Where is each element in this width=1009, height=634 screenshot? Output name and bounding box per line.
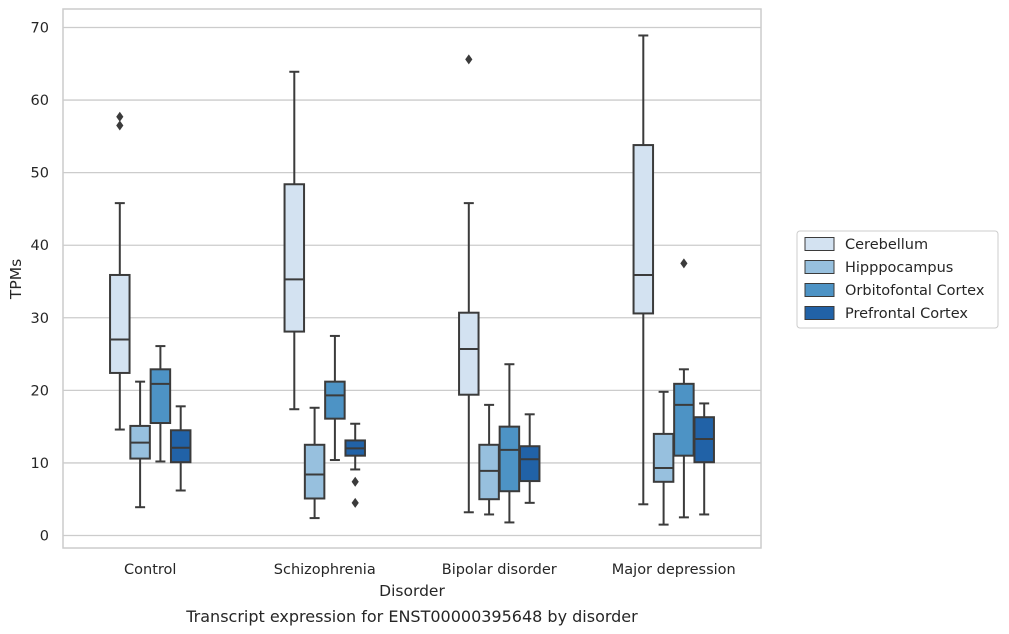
legend-swatch [804, 260, 835, 274]
x-tick-label: Control [124, 562, 176, 578]
y-tick-label-0: 0 [40, 529, 49, 545]
y-tick-label-40: 40 [31, 238, 49, 254]
legend-label: Orbitofontal Cortex [845, 283, 985, 299]
box-iqr [673, 382, 695, 457]
y-tick-label-30: 30 [31, 311, 49, 327]
legend-frame [796, 230, 999, 329]
x-tick-label: Bipolar disorder [442, 562, 557, 578]
box-orbitofontal-cortex [324, 334, 346, 462]
box-iqr [458, 311, 480, 396]
box-prefrontal-cortex [693, 402, 715, 516]
x-axis-title: Disorder [379, 582, 445, 600]
box-hipppocampus [303, 406, 326, 520]
box-iqr [652, 432, 675, 483]
outlier-point [116, 120, 124, 131]
y-tick-label-70: 70 [31, 21, 49, 37]
box-iqr [632, 144, 655, 315]
box-cerebellum [109, 111, 131, 431]
box-hipppocampus [652, 390, 675, 526]
legend-label: Hipppocampus [845, 260, 953, 276]
box-hipppocampus [478, 403, 500, 516]
plot-frame [62, 8, 762, 549]
box-layer [109, 34, 715, 526]
box-prefrontal-cortex [518, 413, 541, 504]
box-orbitofontal-cortex [673, 258, 695, 519]
box-iqr [324, 380, 346, 420]
legend-swatch [804, 237, 835, 251]
box-cerebellum [632, 34, 655, 506]
box-orbitofontal-cortex [149, 345, 172, 463]
box-iqr [518, 445, 541, 483]
legend-label: Cerebellum [845, 237, 928, 253]
box-prefrontal-cortex [344, 422, 366, 508]
box-iqr [109, 273, 131, 374]
x-tick-label: Major depression [612, 562, 736, 578]
legend-swatch [804, 306, 835, 320]
legend-label: Prefrontal Cortex [845, 306, 968, 322]
box-iqr [303, 443, 326, 500]
box-cerebellum [458, 54, 480, 514]
y-tick-label-20: 20 [31, 383, 49, 399]
legend: Cerebellum Hipppocampus Orbitofontal Corte… [796, 230, 999, 329]
y-tick-labels: 0 10 20 30 40 50 60 70 [31, 21, 49, 545]
x-tick-labels: Control Schizophrenia Bipolar disorder Majo… [124, 562, 736, 578]
outlier-point [680, 258, 688, 269]
box-iqr [169, 429, 192, 464]
chart-caption: Transcript expression for ENST0000039564… [185, 607, 638, 626]
outlier-point [465, 54, 473, 65]
y-tick-label-50: 50 [31, 166, 49, 182]
box-iqr [149, 368, 172, 425]
y-tick-label-10: 10 [31, 456, 49, 472]
box-hipppocampus [129, 380, 151, 509]
box-iqr [478, 443, 500, 501]
y-tick-label-60: 60 [31, 93, 49, 109]
legend-swatch [804, 283, 835, 297]
box-iqr [498, 425, 521, 493]
outlier-point [351, 497, 359, 508]
box-cerebellum [283, 70, 306, 411]
y-axis-title: TPMs [7, 259, 25, 300]
box-iqr [283, 183, 306, 333]
x-tick-label: Schizophrenia [274, 562, 376, 578]
outlier-point [351, 476, 359, 487]
outlier-point [116, 111, 124, 122]
box-prefrontal-cortex [169, 405, 192, 492]
